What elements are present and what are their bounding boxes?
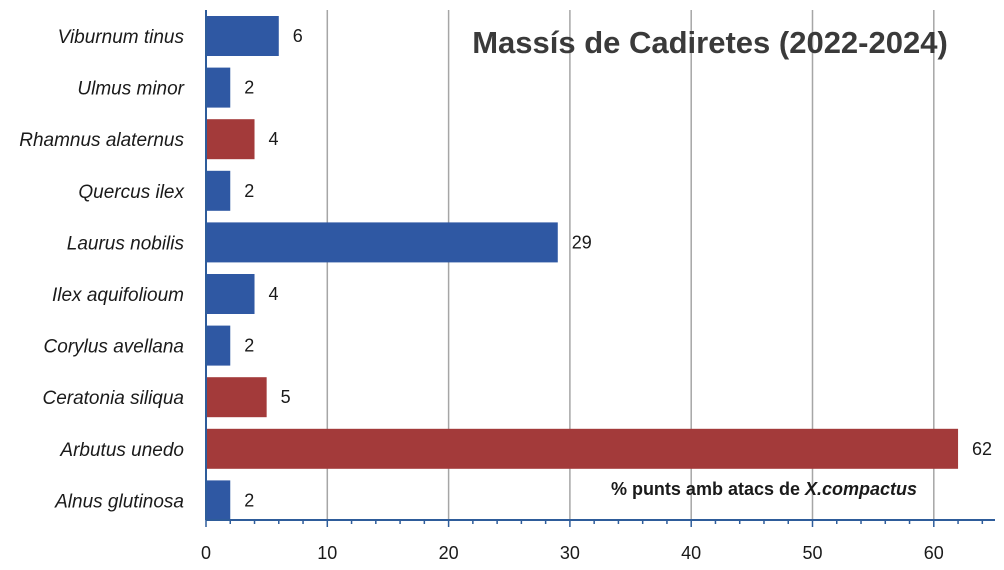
category-label: Ilex aquifolioum bbox=[52, 285, 184, 306]
bar bbox=[206, 16, 279, 56]
value-label: 2 bbox=[244, 490, 254, 510]
bar bbox=[206, 428, 959, 469]
value-label: 5 bbox=[281, 387, 291, 407]
value-label: 4 bbox=[269, 284, 279, 304]
category-label: Laurus nobilis bbox=[67, 233, 185, 254]
bar bbox=[206, 67, 231, 108]
x-tick-label: 50 bbox=[802, 543, 822, 563]
category-labels: Viburnum tinus Ulmus minor Rhamnus alatern… bbox=[19, 27, 185, 512]
category-label: Arbutus unedo bbox=[59, 440, 184, 461]
bar bbox=[206, 377, 267, 418]
value-label: 62 bbox=[972, 439, 992, 459]
chart-title: Massís de Cadiretes (2022-2024) bbox=[472, 25, 948, 60]
bar bbox=[206, 222, 558, 263]
category-label: Ulmus minor bbox=[77, 79, 184, 100]
category-label: Alnus glutinosa bbox=[54, 491, 184, 512]
value-label: 6 bbox=[293, 26, 303, 46]
x-tick-label: 60 bbox=[924, 543, 944, 563]
category-label: Rhamnus alaternus bbox=[19, 130, 184, 151]
x-axis-title-prefix: % punts amb atacs de bbox=[611, 479, 805, 499]
bar bbox=[206, 170, 231, 211]
bar bbox=[206, 274, 255, 314]
value-label: 4 bbox=[269, 129, 279, 149]
category-label: Corylus avellana bbox=[44, 337, 184, 358]
value-label: 2 bbox=[244, 181, 254, 201]
bar bbox=[206, 325, 231, 366]
x-tick-label: 0 bbox=[201, 543, 211, 563]
x-tick-label: 20 bbox=[439, 543, 459, 563]
category-label: Viburnum tinus bbox=[58, 27, 185, 48]
value-label: 2 bbox=[244, 336, 254, 356]
bar bbox=[206, 119, 255, 160]
category-label: Quercus ilex bbox=[78, 182, 185, 203]
value-label: 29 bbox=[572, 232, 592, 252]
category-label: Ceratonia siliqua bbox=[42, 388, 184, 409]
x-axis-title: % punts amb atacs de X.compactus bbox=[611, 479, 917, 499]
x-axis: 0 10 20 30 40 50 60 bbox=[201, 10, 995, 563]
x-tick-label: 30 bbox=[560, 543, 580, 563]
bars bbox=[206, 16, 959, 521]
x-tick-label: 40 bbox=[681, 543, 701, 563]
bar bbox=[206, 480, 231, 521]
x-tick-label: 10 bbox=[317, 543, 337, 563]
value-label: 2 bbox=[244, 78, 254, 98]
x-axis-title-species: X.compactus bbox=[804, 479, 917, 499]
